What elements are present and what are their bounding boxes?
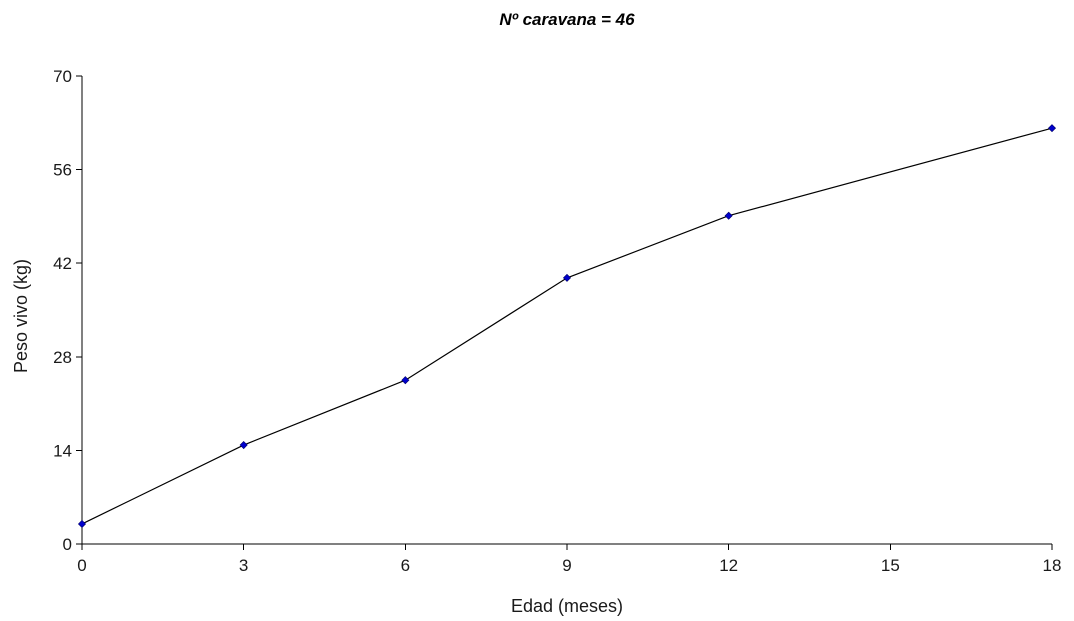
- data-point-1: [239, 441, 248, 450]
- chart-title: Nº caravana = 46: [499, 10, 635, 29]
- y-axis-label: Peso vivo (kg): [11, 259, 31, 373]
- x-tick-label-4: 12: [719, 556, 738, 575]
- data-series: [77, 124, 1057, 528]
- x-tick-label-0: 0: [77, 556, 86, 575]
- y-tick-label-4: 56: [53, 161, 72, 180]
- y-tick-label-5: 70: [53, 67, 72, 86]
- y-tick-label-3: 42: [53, 254, 72, 273]
- data-point-2: [401, 376, 410, 385]
- data-point-5: [1047, 124, 1057, 133]
- x-tick-label-2: 6: [401, 556, 410, 575]
- data-point-0: [77, 519, 87, 528]
- x-axis-label: Edad (meses): [511, 596, 623, 616]
- data-point-4: [724, 211, 733, 220]
- x-tick-label-5: 15: [881, 556, 900, 575]
- x-tick-label-3: 9: [562, 556, 571, 575]
- y-tick-label-1: 14: [53, 441, 72, 460]
- x-tick-label-6: 18: [1043, 556, 1062, 575]
- y-tick-label-0: 0: [63, 535, 72, 554]
- x-tick-label-1: 3: [239, 556, 248, 575]
- y-ticks: 0 14 28 42 56 70: [53, 67, 82, 554]
- y-tick-label-2: 28: [53, 348, 72, 367]
- x-ticks: 0 3 6 9 12 15 18: [77, 544, 1061, 575]
- data-point-3: [562, 273, 572, 282]
- series-line-0: [81, 127, 1053, 525]
